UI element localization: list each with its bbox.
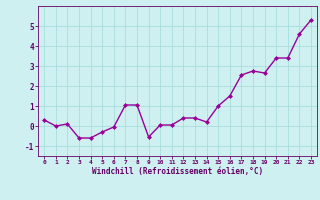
X-axis label: Windchill (Refroidissement éolien,°C): Windchill (Refroidissement éolien,°C) bbox=[92, 167, 263, 176]
